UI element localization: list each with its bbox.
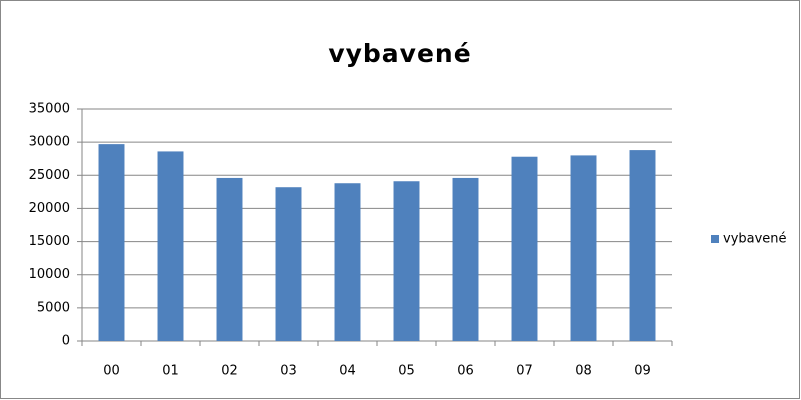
x-tick-label: 09 [634, 364, 651, 379]
x-tick-label: 00 [103, 364, 120, 379]
bar [629, 150, 656, 341]
x-tick-label: 08 [575, 364, 592, 379]
x-tick-label: 07 [516, 364, 533, 379]
y-tick-label: 25000 [29, 168, 70, 183]
y-tick-label: 35000 [29, 102, 70, 117]
x-tick-label: 03 [280, 364, 297, 379]
x-tick-label: 02 [221, 364, 238, 379]
y-tick-label: 0 [62, 334, 70, 349]
bar [452, 177, 479, 341]
x-tick-label: 05 [398, 364, 415, 379]
bar [98, 144, 125, 341]
y-tick-label: 10000 [29, 267, 70, 282]
x-tick-label: 06 [457, 364, 474, 379]
bar [275, 187, 302, 341]
legend-label: vybavené [723, 232, 787, 247]
bar [216, 177, 243, 341]
x-tick-label: 01 [162, 364, 179, 379]
y-tick-label: 30000 [29, 135, 70, 150]
bar [393, 181, 420, 341]
y-tick-label: 5000 [37, 300, 70, 315]
bar [570, 155, 597, 341]
y-tick-label: 15000 [29, 234, 70, 249]
legend-swatch [711, 235, 719, 243]
chart-title: vybavené [328, 39, 471, 68]
x-tick-label: 04 [339, 364, 356, 379]
bar [334, 183, 361, 341]
bar [511, 156, 538, 341]
y-tick-label: 20000 [29, 201, 70, 216]
bar [157, 151, 184, 341]
